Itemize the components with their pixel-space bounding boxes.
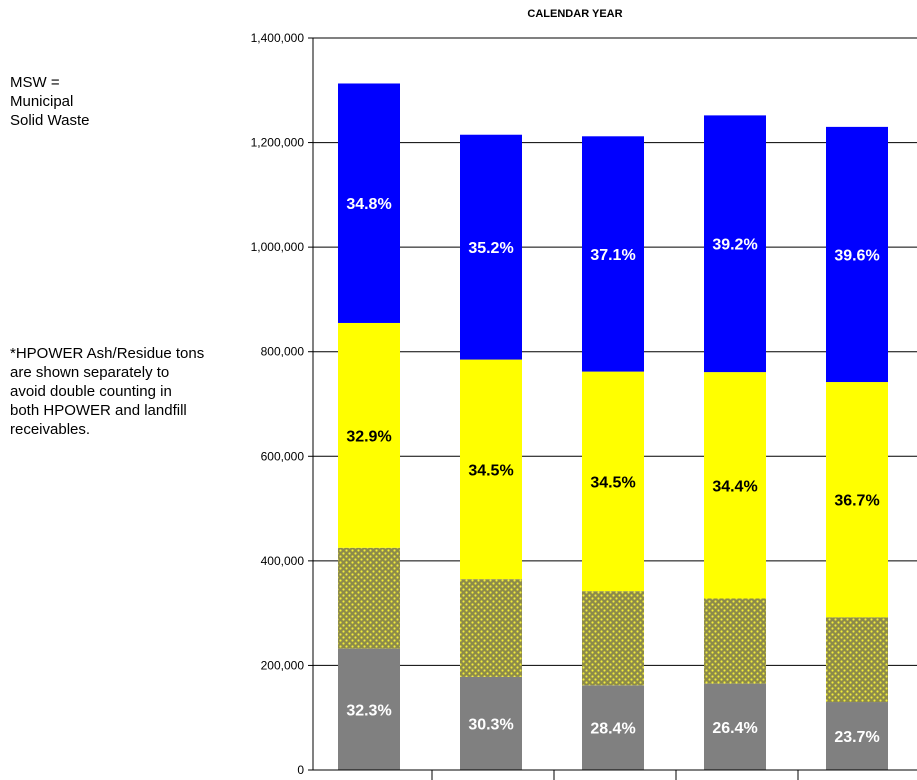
bar-segment-top — [582, 136, 644, 372]
bar-segment-bottom — [460, 676, 522, 770]
y-tick-label: 400,000 — [261, 554, 305, 568]
bar-segment-bottom — [704, 683, 766, 770]
axes: 0 200,000 400,000 600,000 800,000 1,000,000 1,… — [251, 31, 917, 780]
segment-label-middle: 34.5% — [590, 474, 635, 491]
bar-segment-bottom — [826, 702, 888, 770]
bar-segment-top — [338, 83, 400, 323]
segment-label-middle: 34.4% — [712, 478, 757, 495]
y-tick-label: 600,000 — [261, 449, 305, 463]
y-tick-label: 1,000,000 — [251, 240, 305, 254]
y-tick-label: 1,400,000 — [251, 31, 305, 45]
bar-segment-ash — [826, 617, 888, 703]
hpower-ash-note: *HPOWER Ash/Residue tons are shown separ… — [10, 345, 205, 438]
y-tick-label: 0 — [297, 763, 304, 777]
bar-segment-middle — [826, 382, 888, 618]
bar-segment-middle — [460, 359, 522, 580]
segment-label-bottom: 30.3% — [468, 716, 513, 733]
bar-segment-top — [826, 126, 888, 383]
bar-segment-bottom — [582, 685, 644, 770]
bar-segment-top — [460, 134, 522, 360]
y-tick-label: 200,000 — [261, 658, 305, 672]
segment-label-bottom: 23.7% — [834, 729, 879, 746]
y-tick-label: 1,200,000 — [251, 136, 305, 150]
segment-label-top: 37.1% — [590, 247, 635, 264]
bar-segment-bottom — [338, 648, 400, 770]
bar-segment-top — [704, 115, 766, 373]
segment-label-middle: 34.5% — [468, 462, 513, 479]
bar-segment-ash — [338, 547, 400, 649]
bar-segment-middle — [582, 371, 644, 592]
segment-label-middle: 32.9% — [346, 428, 391, 445]
bar-segment-middle — [704, 372, 766, 599]
segment-label-middle: 36.7% — [834, 493, 879, 510]
segment-labels: 32.3% 32.9% 34.8% 30.3% 34.5% 35.2% 28.4% 34.5%… — [346, 196, 879, 746]
segment-label-bottom: 32.3% — [346, 702, 391, 719]
y-tick-label: 800,000 — [261, 345, 305, 359]
segment-label-top: 34.8% — [346, 196, 391, 213]
bars — [338, 83, 888, 770]
segment-label-top: 39.2% — [712, 237, 757, 254]
chart-title: CALENDAR YEAR — [527, 8, 622, 20]
bar-segment-ash — [582, 591, 644, 686]
bar-segment-ash — [704, 598, 766, 684]
segment-label-top: 39.6% — [834, 247, 879, 264]
segment-label-bottom: 28.4% — [590, 721, 635, 738]
msw-note: MSW = Municipal Solid Waste — [10, 74, 90, 129]
bar-segment-middle — [338, 322, 400, 548]
bar-segment-ash — [460, 579, 522, 677]
segment-label-bottom: 26.4% — [712, 720, 757, 737]
segment-label-top: 35.2% — [468, 240, 513, 257]
